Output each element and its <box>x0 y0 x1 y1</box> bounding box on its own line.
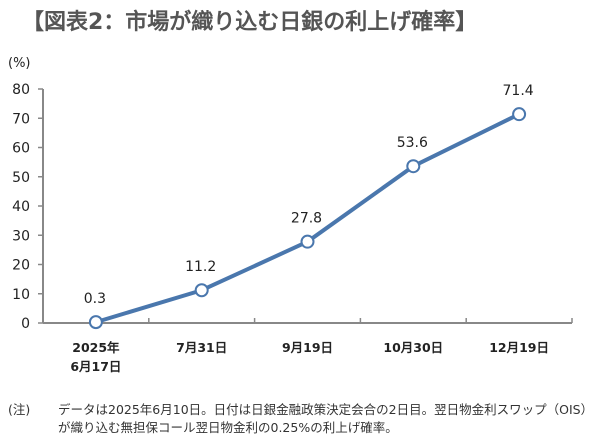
footnote-label: (注) <box>8 402 31 417</box>
y-tick-label: 20 <box>12 258 30 274</box>
data-point <box>194 283 209 298</box>
y-tick-label: 10 <box>12 287 30 303</box>
x-tick-label: 12月19日 <box>489 340 549 355</box>
line-chart: (%) 0 10 20 30 40 50 60 70 80 2025年 6月17日 7月31日 9月19日… <box>8 56 573 374</box>
data-point <box>88 315 103 330</box>
y-axis-unit-label: (%) <box>8 56 31 71</box>
x-tick-label: 6月17日 <box>70 359 121 374</box>
data-label: 11.2 <box>185 259 216 275</box>
data-point <box>406 159 421 174</box>
chart-title: 【図表2：市場が織り込む日銀の利上げ確率】 <box>22 10 478 35</box>
y-tick-label: 50 <box>12 170 30 186</box>
data-point <box>300 234 315 249</box>
x-tick-label: 7月31日 <box>176 340 227 355</box>
y-tick-label: 70 <box>12 111 30 127</box>
data-label: 53.6 <box>397 135 428 151</box>
data-label: 27.8 <box>291 211 322 227</box>
y-tick-label: 0 <box>21 316 30 332</box>
x-tick-label: 9月19日 <box>282 340 333 355</box>
y-tick-label: 40 <box>12 199 30 215</box>
data-point <box>512 107 527 122</box>
data-label: 0.3 <box>84 291 106 307</box>
y-tick-label: 60 <box>12 141 30 157</box>
x-tick-label: 2025年 <box>72 340 120 355</box>
y-tick-label: 30 <box>12 228 30 244</box>
footnote-text: データは2025年6月10日。日付は日銀金融政策決定会合の2日目。翌日物金利スワ… <box>58 402 594 435</box>
data-label: 71.4 <box>503 83 534 99</box>
y-tick-label: 80 <box>12 82 30 98</box>
x-tick-label: 10月30日 <box>383 340 443 355</box>
